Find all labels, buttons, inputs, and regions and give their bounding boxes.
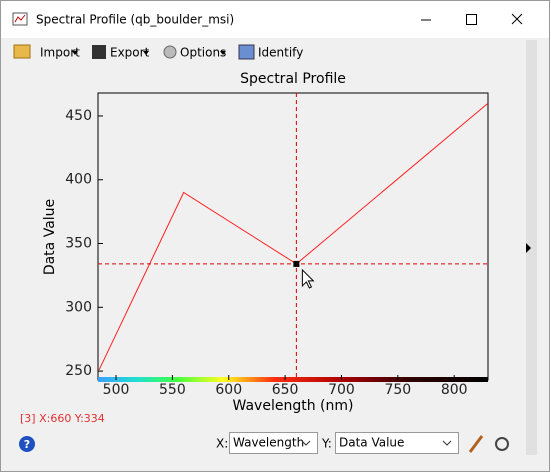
maximize-button[interactable] bbox=[466, 14, 477, 25]
y-tick-label: 450 bbox=[65, 108, 92, 124]
app-icon-line bbox=[14, 14, 26, 23]
x-tick-label: 550 bbox=[159, 382, 186, 398]
y-select-value: Data Value bbox=[339, 436, 404, 450]
y-tick-label: 350 bbox=[65, 236, 92, 252]
spectrum-line bbox=[98, 102, 488, 371]
y-select[interactable] bbox=[335, 432, 459, 454]
y-tick-label: 250 bbox=[65, 363, 92, 379]
dropdown-arrow bbox=[143, 51, 149, 55]
help-glyph: ? bbox=[24, 438, 30, 451]
identify-icon bbox=[238, 44, 255, 60]
chart-title: Spectral Profile bbox=[240, 71, 346, 87]
refresh-button[interactable] bbox=[495, 437, 509, 451]
dropdown-arrow bbox=[72, 51, 78, 55]
status-text: [3] X:660 Y:334 bbox=[20, 412, 105, 425]
x-tick-label: 600 bbox=[215, 382, 242, 398]
x-tick-label: 750 bbox=[384, 382, 411, 398]
y-select-label: Y: bbox=[321, 437, 332, 451]
title-bar bbox=[1, 1, 549, 38]
help-button[interactable] bbox=[19, 436, 35, 452]
toolbar-options[interactable]: Options bbox=[180, 46, 226, 60]
window-title: Spectral Profile (qb_boulder_msi) bbox=[36, 13, 234, 27]
scrollbar[interactable] bbox=[526, 40, 537, 455]
x-tick-label: 650 bbox=[272, 382, 299, 398]
options-icon bbox=[163, 45, 177, 59]
close-button[interactable] bbox=[511, 13, 523, 25]
dropdown-arrow bbox=[442, 440, 452, 446]
mouse-cursor bbox=[301, 268, 315, 289]
style-button[interactable] bbox=[468, 435, 484, 453]
x-tick-label: 800 bbox=[441, 382, 468, 398]
x-tick-label: 700 bbox=[328, 382, 355, 398]
x-select[interactable] bbox=[229, 432, 318, 454]
import-icon bbox=[13, 44, 31, 59]
toolbar-import[interactable]: Import bbox=[40, 46, 80, 60]
y-axis-label: Data Value bbox=[42, 199, 58, 275]
dropdown-arrow bbox=[220, 51, 226, 55]
crosshair-marker bbox=[293, 260, 300, 267]
panel-arrow[interactable] bbox=[526, 243, 531, 253]
dropdown-arrow bbox=[301, 440, 311, 446]
x-select-value: Wavelength bbox=[233, 436, 304, 450]
x-tick-label: 500 bbox=[103, 382, 130, 398]
export-icon bbox=[92, 45, 106, 59]
toolbar-identify[interactable]: Identify bbox=[258, 46, 303, 60]
x-axis-label: Wavelength (nm) bbox=[233, 398, 354, 414]
color-bar bbox=[98, 377, 488, 382]
y-tick-label: 400 bbox=[65, 172, 92, 188]
toolbar-export[interactable]: Export bbox=[110, 46, 150, 60]
chart: Spectral Profile Wavelength (nm) Data Va… bbox=[42, 71, 489, 414]
y-tick-label: 300 bbox=[65, 299, 92, 315]
x-select-label: X: bbox=[216, 437, 228, 451]
plot-area bbox=[97, 92, 489, 381]
